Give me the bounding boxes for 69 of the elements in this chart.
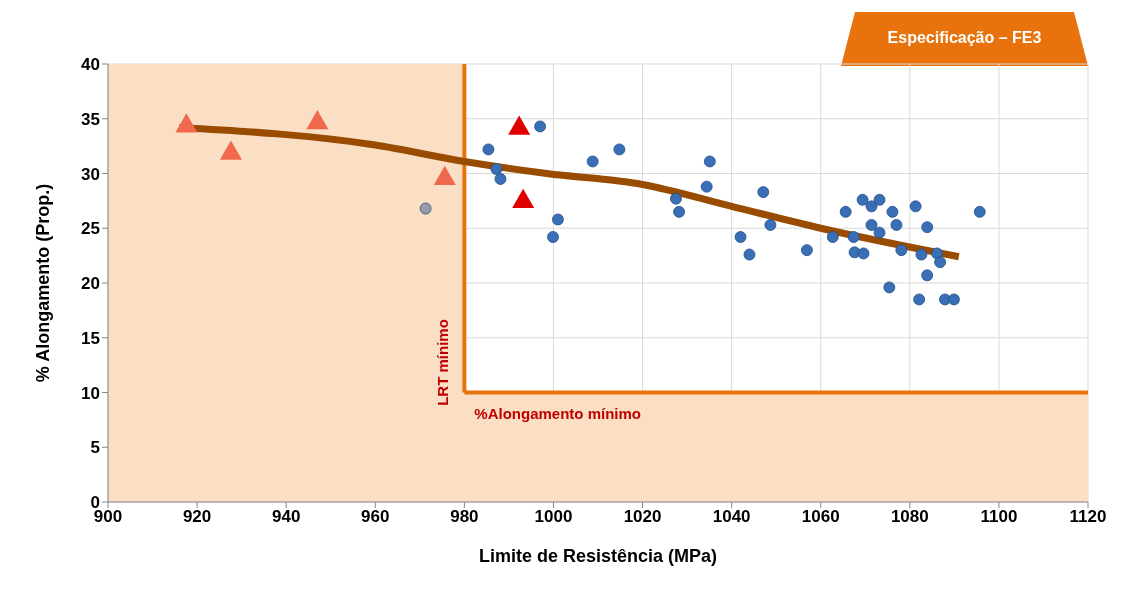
point	[419, 202, 432, 215]
point	[534, 120, 546, 133]
point	[306, 109, 329, 130]
x-tick-label: 1020	[623, 507, 662, 527]
point	[613, 143, 626, 156]
text: Especificação – FE3	[886, 29, 1043, 47]
ref-line-label: LRT mínimo	[434, 319, 452, 406]
point	[673, 205, 685, 218]
point	[670, 192, 682, 205]
x-tick-label: 1000	[534, 507, 573, 527]
x-tick-label: 940	[271, 507, 301, 527]
x-tick-label: 960	[361, 507, 390, 527]
point	[508, 115, 531, 135]
point	[886, 205, 899, 218]
y-tick-label: 5	[90, 438, 100, 458]
point	[934, 256, 947, 269]
point	[433, 165, 456, 186]
point	[873, 193, 886, 206]
point	[512, 188, 535, 209]
point	[826, 231, 839, 243]
x-tick-label: 1100	[980, 507, 1018, 527]
y-tick-label: 30	[81, 164, 100, 184]
point	[948, 293, 960, 306]
point	[757, 186, 770, 199]
point	[915, 248, 928, 261]
point	[857, 247, 870, 260]
point	[847, 231, 860, 243]
point	[883, 281, 896, 294]
point	[490, 163, 503, 176]
point	[839, 205, 852, 218]
point	[764, 219, 777, 231]
x-tick-label: 920	[182, 507, 212, 527]
point	[865, 219, 878, 231]
y-axis-title: % Alongamento (Prop.)	[33, 183, 54, 383]
x-tick-label: 1120	[1069, 507, 1107, 527]
point	[801, 244, 813, 257]
point	[856, 193, 869, 206]
point	[494, 173, 507, 185]
point	[700, 180, 713, 193]
point	[973, 205, 986, 218]
point	[909, 200, 922, 213]
x-tick-label: 1060	[801, 507, 840, 527]
point	[586, 155, 599, 168]
x-tick-label: 1040	[712, 507, 751, 527]
point	[743, 248, 756, 261]
x-axis-title: Limite de Resistência (MPa)	[478, 546, 718, 566]
point	[865, 200, 878, 213]
point	[734, 231, 747, 243]
y-tick-label: 10	[81, 383, 100, 403]
point	[219, 140, 242, 160]
point	[547, 231, 559, 243]
point	[895, 244, 908, 257]
point	[175, 113, 198, 133]
y-tick-label: 40	[81, 55, 100, 75]
point	[873, 226, 886, 239]
point	[552, 213, 564, 226]
y-tick-label: 15	[81, 328, 100, 348]
y-tick-label: 25	[81, 219, 100, 239]
point	[921, 221, 934, 234]
x-tick-label: 980	[450, 507, 479, 527]
point	[703, 155, 716, 168]
x-tick-label: 1080	[890, 507, 929, 527]
point	[921, 269, 934, 282]
ref-line-label: %Alongamento mínimo	[474, 404, 642, 422]
point	[890, 219, 903, 231]
point	[482, 143, 495, 156]
y-tick-label: 20	[81, 274, 100, 294]
point	[913, 293, 926, 306]
y-tick-label: 35	[81, 109, 100, 129]
